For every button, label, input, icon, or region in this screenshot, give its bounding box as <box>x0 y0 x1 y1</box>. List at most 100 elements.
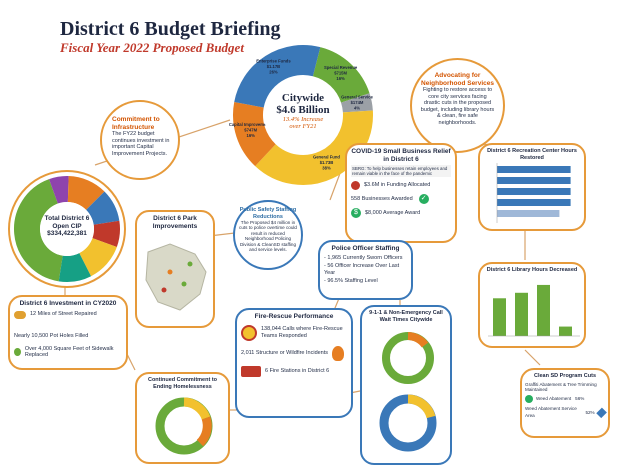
police-item: - 56 Officer Increase Over Last Year <box>324 263 400 276</box>
cip-donut-hole <box>40 202 94 256</box>
citywide-segment-label: Capital Improvements <box>229 122 273 127</box>
clean-item-pct: 56% <box>575 396 585 402</box>
neighborhood-body: Fighting to restore access to core city … <box>420 87 495 126</box>
investment-item-text: 12 Miles of Street Repaired <box>30 311 97 318</box>
clean-item-text: Graffiti Abatement & Tree Trimming Maint… <box>525 381 597 392</box>
citywide-segment <box>255 110 373 185</box>
library-bar-chart <box>488 284 580 336</box>
warning-icon <box>595 407 607 419</box>
recreation-bar <box>497 210 560 217</box>
library-bar <box>537 284 550 336</box>
citywide-segment-label: $747M <box>244 128 257 133</box>
district-map <box>145 243 207 311</box>
citywide-segment-label: 26% <box>269 70 278 75</box>
fire-item-text: 138,044 Calls where Fire-Rescue Teams Re… <box>261 326 343 339</box>
public-safety-body: The Proposed $4 million in cuts to polic… <box>239 220 297 253</box>
citywide-segment <box>340 93 373 113</box>
citywide-segment-label: 4% <box>354 106 360 111</box>
covid-panel: COVID-19 Small Business Relief in Distri… <box>345 143 457 243</box>
covid-item-text: $8,000 Average Award <box>365 209 421 216</box>
clean-title: Clean SD Program Cuts <box>533 373 597 379</box>
police-panel: Police Officer Staffing - 1,965 Currentl… <box>318 240 413 300</box>
leaf-icon <box>525 395 533 404</box>
citywide-title: Citywide <box>281 92 325 104</box>
police-title: Police Officer Staffing <box>331 245 400 252</box>
open-cip-amount: $334,422,381 <box>47 230 87 237</box>
citywide-segment-label: 16% <box>247 133 256 138</box>
recreation-title: District 6 Recreation Center Hours Resto… <box>487 148 577 161</box>
covid-item-text: 558 Businesses Awarded <box>351 195 413 202</box>
citywide-segment-label: General Fund <box>313 155 340 160</box>
open-cip-donut-chart <box>14 176 120 282</box>
citywide-segment <box>234 45 321 109</box>
citywide-segment <box>312 47 370 104</box>
recreation-bar <box>497 199 571 206</box>
investment-row: 12 Miles of Street Repaired <box>14 310 122 319</box>
clean-item-pct: 52% <box>585 409 595 415</box>
citywide-segment-label: Special Revenue <box>324 65 358 70</box>
recreation-bar <box>497 177 571 184</box>
police-item: - 96.5% Staffing Level <box>324 278 378 284</box>
recreation-bar <box>497 166 571 173</box>
homelessness-donut <box>155 397 213 455</box>
covid-item-text: $3.6M in Funding Allocated <box>364 182 431 189</box>
park-panel: District 6 Park Improvements <box>135 210 215 328</box>
infrastructure-callout: Commitment to Infrastructure The FY22 bu… <box>100 100 180 180</box>
citywide-segment-label: 16% <box>336 76 345 81</box>
cip-segment <box>49 176 69 204</box>
fire-item-text: 6 Fire Stations in District 6 <box>265 367 330 374</box>
page-title: District 6 Budget Briefing <box>60 18 281 40</box>
funding-icon <box>351 181 360 190</box>
cip-segment <box>85 191 120 226</box>
fire-row: 138,044 Calls where Fire-Rescue Teams Re… <box>241 324 347 341</box>
covid-note: SBRG: To help businesses retain employee… <box>351 165 451 177</box>
library-bar <box>493 297 506 336</box>
library-panel: District 6 Library Hours Decreased <box>478 262 586 348</box>
clean-item-text: Weed Abatement Service Area <box>525 406 577 418</box>
fire-title: Fire-Rescue Performance <box>254 313 334 320</box>
cip-segment <box>67 176 105 211</box>
firefighter-icon <box>241 324 257 341</box>
library-bar <box>515 292 528 336</box>
fire-row: 6 Fire Stations in District 6 <box>241 365 347 377</box>
public-safety-title: Public Safety Staffing Reductions <box>239 207 297 220</box>
investment-panel: District 6 Investment in CY2020 12 Miles… <box>8 295 128 370</box>
clean-panel: Clean SD Program Cuts Graffiti Abatement… <box>520 368 610 438</box>
infrastructure-title: Commitment to Infrastructure <box>112 116 160 131</box>
citywide-segment-label: $1.17B <box>267 64 281 69</box>
recreation-bar <box>497 188 571 195</box>
citywide-segment-label: Enterprise Funds <box>256 59 291 64</box>
flame-icon <box>332 345 345 361</box>
cip-segment <box>92 220 120 247</box>
covid-row: $ $8,000 Average Award <box>351 208 451 218</box>
investment-item-text: Over 4,000 Square Feet of Sidewalk Repla… <box>24 345 114 359</box>
investment-item-text: Nearly 10,500 Pot Holes Filled <box>14 332 89 339</box>
cip-segment <box>14 179 64 282</box>
clean-row: Weed Abatement Service Area 52% <box>525 406 607 419</box>
recreation-panel: District 6 Recreation Center Hours Resto… <box>478 143 586 231</box>
clean-row: Weed Abatement 56% <box>525 395 605 404</box>
citywide-amount: $4.6 Billion <box>276 104 330 116</box>
police-item: - 1,965 Currently Sworn Officers <box>324 254 403 261</box>
covid-row: $3.6M in Funding Allocated <box>351 181 451 190</box>
fire-row: 2,011 Structure or Wildfire Incidents <box>241 345 347 361</box>
road-icon <box>14 310 26 319</box>
cip-segment <box>58 252 92 282</box>
citywide-segment-label: $715M <box>334 70 347 75</box>
infrastructure-body: The FY22 budget continues investment in … <box>112 131 170 157</box>
emergency-title: 9-1-1 & Non-Emergency Call Wait Times Ci… <box>369 310 443 323</box>
recreation-bar-chart <box>496 163 571 223</box>
citywide-over: over FY21 <box>289 123 317 130</box>
citywide-segment-label: $174M <box>351 100 364 105</box>
fire-item-text: 2,011 Structure or Wildfire Incidents <box>241 349 329 356</box>
neighborhood-callout: Advocating for Neighborhood Services Fig… <box>410 58 505 153</box>
citywide-segment-label: $1.73B <box>320 160 334 165</box>
investment-row: Over 4,000 Square Feet of Sidewalk Repla… <box>14 346 122 359</box>
park-title: District 6 Park Improvements <box>152 215 198 230</box>
citywide-center: Citywide $4.6 Billion 13.4% Increase ove… <box>258 92 348 130</box>
open-cip-center: Total District 6 Open CIP $334,422,381 <box>37 215 97 238</box>
homelessness-panel: Continued Commitment to Ending Homelessn… <box>135 372 230 464</box>
citywide-donut-hole <box>264 76 342 154</box>
check-icon: ✓ <box>418 194 429 204</box>
